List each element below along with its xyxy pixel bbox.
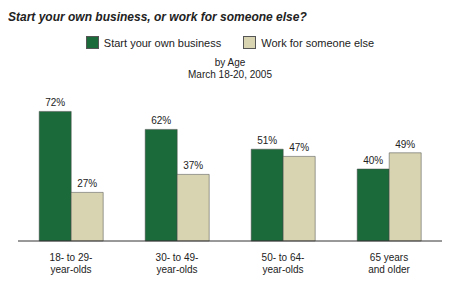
svg-text:50- to 64-year-olds: 50- to 64-year-olds bbox=[262, 252, 305, 275]
html-text:Start your own business, or wo: Start your own business, or work for som… bbox=[8, 10, 307, 24]
svg-text:37%: 37% bbox=[183, 160, 203, 171]
svg-text:65 yearsand older: 65 yearsand older bbox=[368, 252, 410, 275]
svg-text:62%: 62% bbox=[151, 115, 171, 126]
html-text:Work for someone else: Work for someone else bbox=[261, 36, 375, 49]
svg-text:18- to 29-year-olds: 18- to 29-year-olds bbox=[50, 252, 93, 275]
svg-text:51%: 51% bbox=[257, 135, 277, 146]
svg-text:49%: 49% bbox=[395, 139, 415, 150]
html-text:by Age: by Age bbox=[214, 57, 246, 68]
svg-text:72%: 72% bbox=[45, 97, 65, 108]
svg-text:27%: 27% bbox=[77, 178, 97, 189]
html-text:Start your own business: Start your own business bbox=[103, 36, 222, 49]
html-text:March 18-20, 2005: March 18-20, 2005 bbox=[188, 69, 272, 80]
svg-text:30- to 49-year-olds: 30- to 49-year-olds bbox=[156, 252, 199, 275]
svg-text:40%: 40% bbox=[363, 155, 383, 166]
svg-text:47%: 47% bbox=[289, 142, 309, 153]
